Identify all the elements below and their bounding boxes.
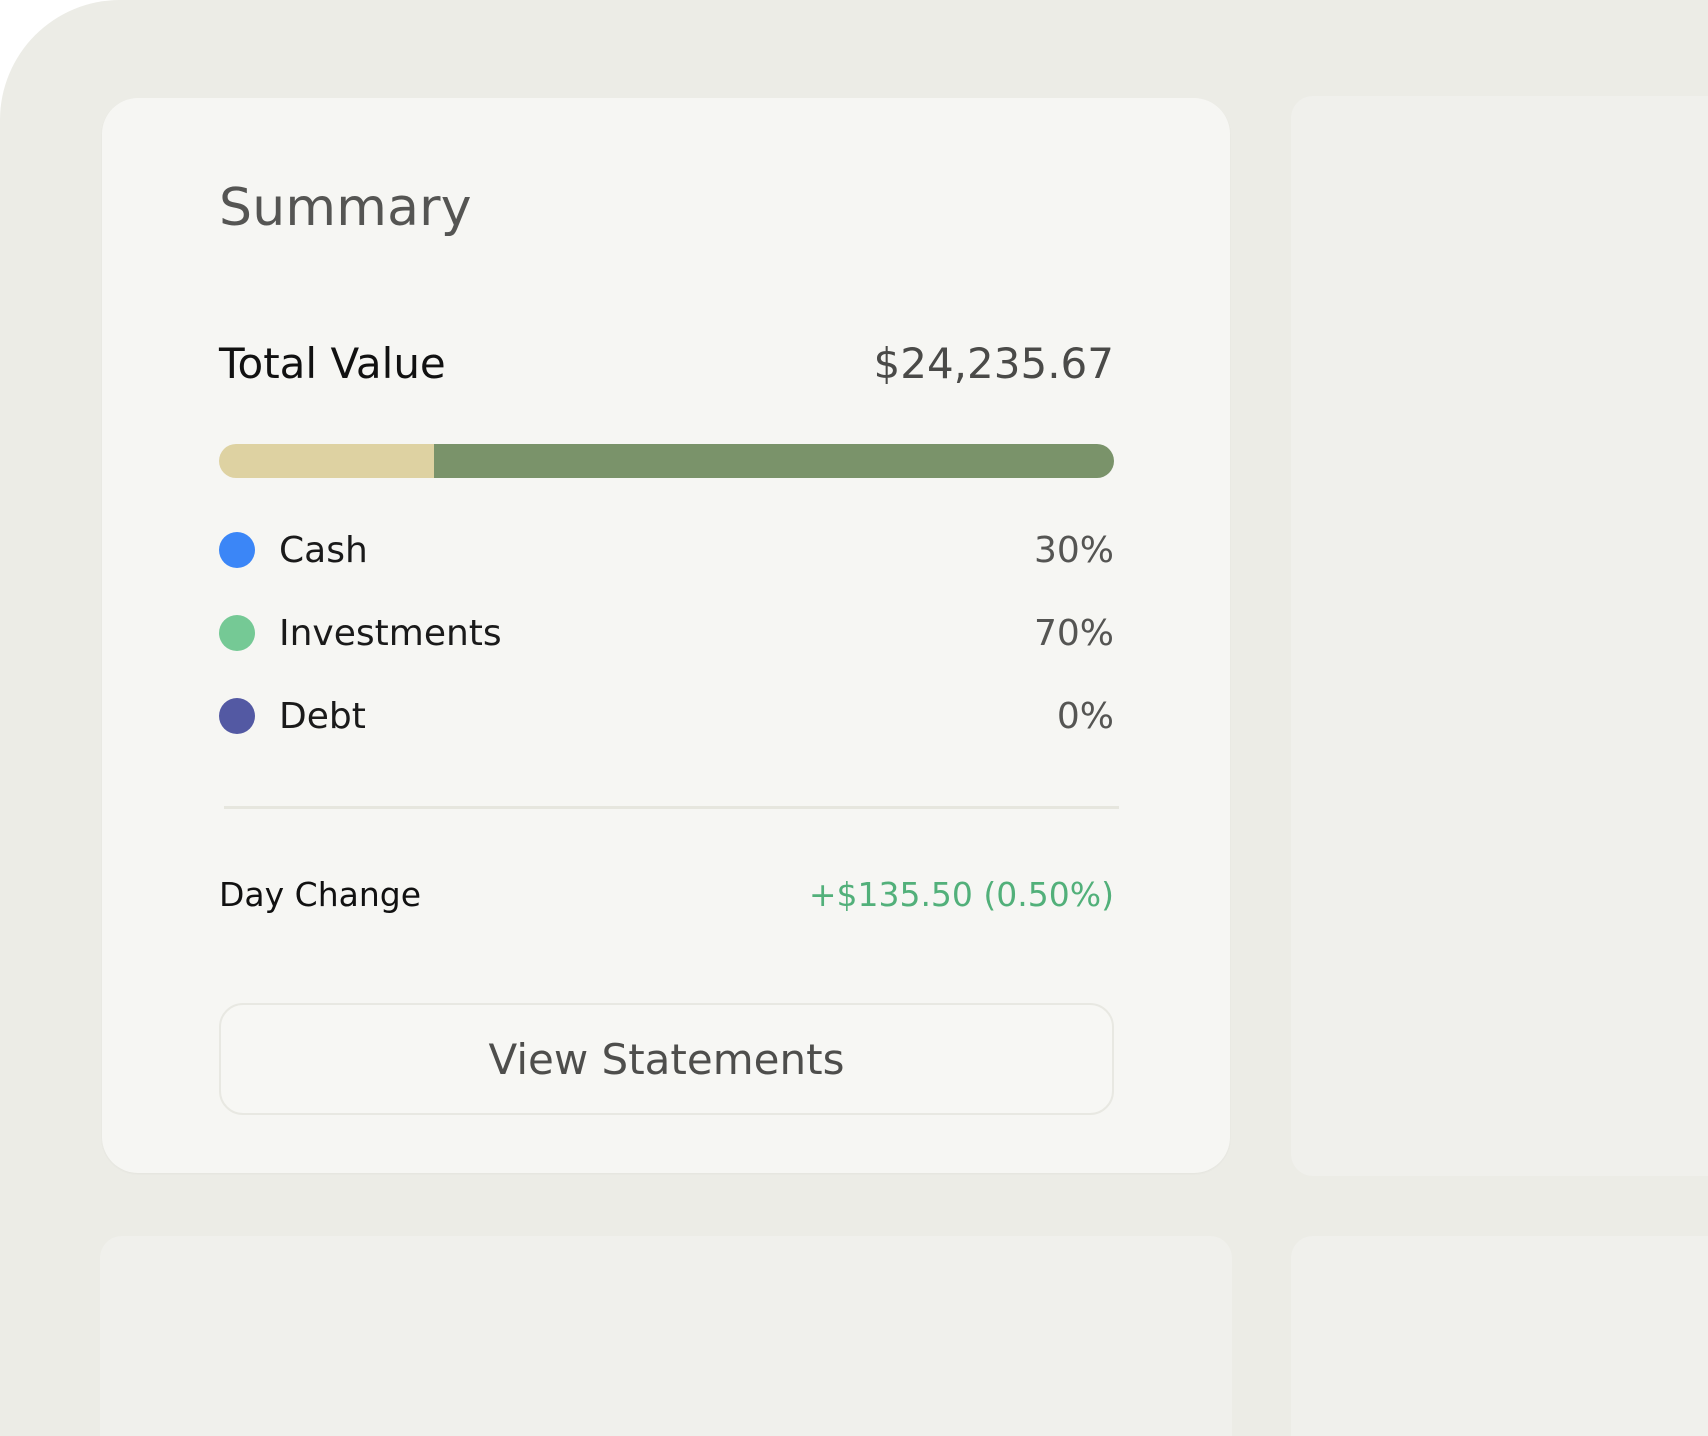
allocation-legend: Cash 30% Investments 70% Debt 0% bbox=[219, 530, 1114, 779]
total-value-amount: $24,235.67 bbox=[873, 338, 1114, 388]
legend-item-left: Cash bbox=[219, 530, 368, 571]
view-statements-button[interactable]: View Statements bbox=[219, 1003, 1114, 1115]
allocation-segment-cash bbox=[219, 444, 434, 478]
legend-item-percent: 30% bbox=[1033, 529, 1114, 571]
legend-item-label: Investments bbox=[279, 612, 502, 654]
legend-item-percent: 70% bbox=[1033, 612, 1114, 654]
legend-item-label: Cash bbox=[279, 529, 368, 571]
cash-dot-icon bbox=[219, 532, 255, 568]
placeholder-card-bottom-left bbox=[100, 1236, 1232, 1436]
investments-dot-icon bbox=[219, 615, 255, 651]
debt-dot-icon bbox=[219, 698, 255, 734]
summary-card: Summary Total Value $24,235.67 Cash 30% In… bbox=[102, 98, 1230, 1173]
legend-item-percent: 0% bbox=[1056, 695, 1114, 737]
allocation-bar bbox=[219, 444, 1114, 478]
legend-item-label: Debt bbox=[279, 695, 366, 737]
legend-item-left: Debt bbox=[219, 696, 366, 737]
total-value-label: Total Value bbox=[219, 338, 446, 388]
total-value-row: Total Value $24,235.67 bbox=[219, 338, 1114, 388]
placeholder-card-top-right bbox=[1291, 96, 1708, 1176]
day-change-label: Day Change bbox=[219, 874, 421, 914]
allocation-segment-investments bbox=[433, 444, 1114, 478]
legend-item-debt: Debt 0% bbox=[219, 695, 1114, 737]
placeholder-card-bottom-right bbox=[1291, 1236, 1708, 1436]
day-change-row: Day Change +$135.50 (0.50%) bbox=[219, 872, 1114, 916]
legend-item-investments: Investments 70% bbox=[219, 612, 1114, 654]
legend-item-left: Investments bbox=[219, 613, 502, 654]
divider bbox=[224, 806, 1119, 809]
day-change-value: +$135.50 (0.50%) bbox=[808, 874, 1114, 914]
legend-item-cash: Cash 30% bbox=[219, 529, 1114, 571]
summary-title: Summary bbox=[219, 178, 472, 238]
